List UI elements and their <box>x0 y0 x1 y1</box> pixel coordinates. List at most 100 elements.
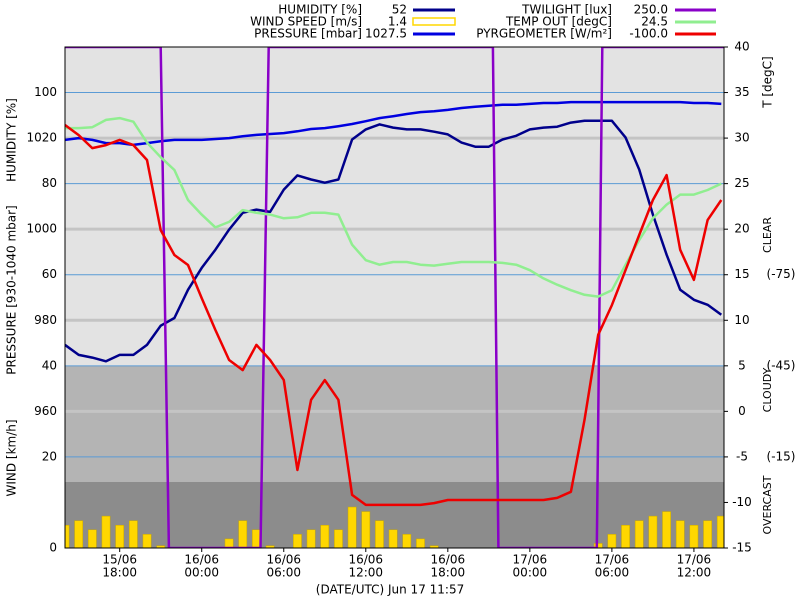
wind-bar <box>252 529 261 548</box>
x-tick-label: 15/06 <box>102 553 137 567</box>
y-tick-label: 40 <box>42 358 57 372</box>
wind-bar <box>142 534 152 548</box>
wind-bar <box>607 534 617 548</box>
series-line <box>65 123 723 507</box>
x-tick-label: 18:00 <box>102 566 137 580</box>
labels: 15/0618:0016/0600:0016/0606:0016/0612:00… <box>5 3 796 580</box>
x-tick-label: 17/06 <box>595 553 630 567</box>
y-tick-label: 40 <box>734 40 749 54</box>
wind-bar <box>65 524 70 548</box>
wind-bar <box>224 538 234 548</box>
wind-bar <box>388 529 398 548</box>
legend-swatch <box>412 17 456 26</box>
x-tick-label: 00:00 <box>513 566 548 580</box>
y-tick-label: -10 <box>732 495 752 509</box>
series-line <box>65 119 723 363</box>
x-tick-label: 06:00 <box>595 566 630 580</box>
y-tick-label: 100 <box>34 85 57 99</box>
wind-bar <box>662 511 671 548</box>
wind-bar <box>703 520 712 548</box>
y-tick-label: 25 <box>734 176 749 190</box>
y-axis-title: HUMIDITY [%] <box>5 98 19 182</box>
wind-bar <box>129 520 138 548</box>
legend-value: 1.4 <box>388 15 407 29</box>
wind-bar <box>306 529 316 548</box>
wind-bar <box>621 524 630 548</box>
y-tick-label: 80 <box>42 176 57 190</box>
y-tick-label: 960 <box>34 404 57 418</box>
legend-label: HUMIDITY [%] <box>278 3 362 17</box>
legend-label: WIND SPEED [m/s] <box>250 15 362 29</box>
legend-value: 1027.5 <box>365 27 407 41</box>
wind-bar <box>101 515 111 548</box>
wind-bar <box>74 520 84 548</box>
x-tick-label: 00:00 <box>184 566 219 580</box>
legend-label: TWILIGHT [lux] <box>521 3 612 17</box>
y-tick-label: 30 <box>734 131 749 145</box>
y-axis-title: PRESSURE [930-1040 mbar] <box>5 205 19 374</box>
y-tick-label: -15 <box>732 541 752 555</box>
x-tick-label: 17/06 <box>677 553 712 567</box>
y-tick-label: 1000 <box>26 222 57 236</box>
y-tick-label: 0 <box>49 541 57 555</box>
wind-bar <box>675 520 685 548</box>
y-tick-label: (-45) <box>767 358 796 372</box>
legend-value: -100.0 <box>629 27 668 41</box>
x-tick-label: 16/06 <box>431 553 466 567</box>
y-tick-label: 20 <box>734 222 749 236</box>
plot-marks <box>65 47 724 548</box>
legend-label: PYRGEOMETER [W/m²] <box>476 27 612 41</box>
x-tick-label: 16/06 <box>348 553 383 567</box>
wind-bar <box>375 520 384 548</box>
wind-bar <box>87 529 97 548</box>
sky-label: OVERCAST <box>761 475 774 534</box>
x-tick-label: 17/06 <box>513 553 548 567</box>
x-tick-label: 12:00 <box>677 566 712 580</box>
y-tick-label: (-75) <box>767 267 796 281</box>
clear-band <box>65 47 724 366</box>
wind-bar <box>416 538 425 548</box>
x-axis-title: (DATE/UTC) Jun 17 11:57 <box>316 583 464 597</box>
wind-bar <box>238 520 248 548</box>
y-axis-title: T [degC] <box>761 56 775 109</box>
wind-bar <box>402 534 412 548</box>
wind-bar <box>361 511 371 548</box>
plot-frame <box>64 46 725 549</box>
wind-bar <box>347 506 357 548</box>
y-tick-label: (-15) <box>767 449 796 463</box>
cloudy-band <box>65 366 724 482</box>
y-tick-label: 10 <box>734 313 749 327</box>
x-tick-label: 18:00 <box>431 566 466 580</box>
series-line <box>65 47 724 548</box>
legend-label: PRESSURE [mbar] <box>254 27 362 41</box>
y-tick-label: 15 <box>734 267 749 281</box>
grid <box>65 92 724 549</box>
legend-value: 24.5 <box>641 15 668 29</box>
wind-bar <box>648 515 658 548</box>
y-tick-label: 1020 <box>26 131 57 145</box>
y-axis-title: WIND [km/h] <box>5 419 19 496</box>
y-tick-label: 20 <box>42 449 57 463</box>
x-tick-label: 16/06 <box>184 553 219 567</box>
y-tick-label: 980 <box>34 313 57 327</box>
y-tick-label: 35 <box>734 85 749 99</box>
series-line <box>65 100 722 147</box>
wind-bar <box>634 520 644 548</box>
y-tick-label: 5 <box>738 358 746 372</box>
wind-bar <box>320 524 330 548</box>
wind-bar <box>689 524 699 548</box>
sky-label: CLOUDY <box>761 367 774 412</box>
y-tick-label: 0 <box>738 404 746 418</box>
y-tick-label: 60 <box>42 267 57 281</box>
series-line <box>65 116 722 298</box>
legend-label: TEMP OUT [degC] <box>505 15 612 29</box>
y-tick-label: -5 <box>736 449 748 463</box>
wind-bar <box>334 529 343 548</box>
x-tick-label: 16/06 <box>266 553 301 567</box>
sky-label: CLEAR <box>761 217 774 253</box>
legend-value: 52 <box>392 3 407 17</box>
wind-bar <box>293 534 302 548</box>
legend-value: 250.0 <box>634 3 668 17</box>
x-tick-label: 06:00 <box>266 566 301 580</box>
